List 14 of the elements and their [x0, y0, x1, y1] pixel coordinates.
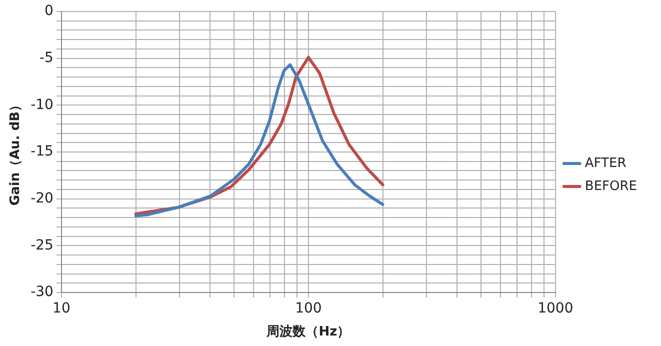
y-tick-label: -25 [30, 237, 54, 254]
x-tick-label: 100 [295, 300, 322, 317]
y-tick-label: -15 [30, 144, 54, 160]
y-tick-label: -10 [30, 96, 54, 113]
x-axis-title: 周波数（Hz） [266, 324, 350, 340]
x-tick-label: 10 [52, 300, 70, 317]
legend-label: BEFORE [584, 178, 638, 194]
y-tick-label: -5 [39, 50, 54, 66]
y-tick-label: 0 [44, 3, 54, 20]
y-tick-label: -30 [30, 284, 54, 300]
y-tick-label: -20 [30, 190, 54, 207]
legend-label: AFTER [584, 156, 626, 171]
x-tick-label: 1000 [538, 300, 574, 317]
y-axis-title: Gain（Au. dB） [8, 98, 24, 206]
